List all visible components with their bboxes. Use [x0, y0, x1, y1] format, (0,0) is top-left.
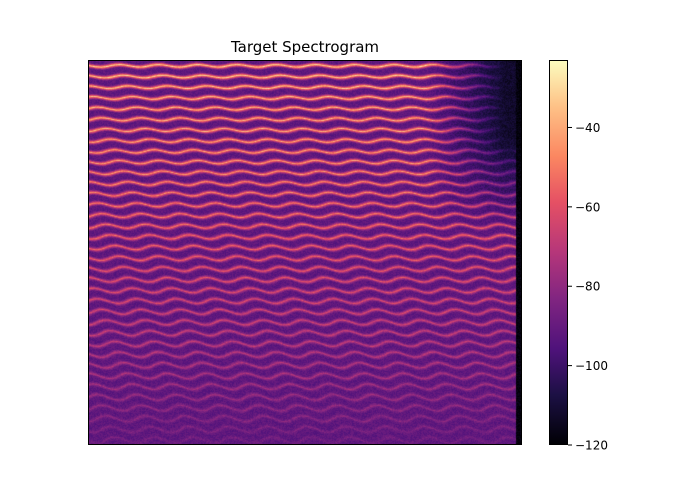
plot-frame: [88, 60, 522, 445]
chart-title: Target Spectrogram: [230, 38, 379, 56]
colorbar-frame: [549, 60, 568, 445]
colorbar-tick-label: −120: [575, 439, 608, 453]
spectrogram-plot-area: [88, 60, 522, 445]
spectrogram-heatmap: [88, 60, 522, 445]
colorbar-tick-label: −80: [575, 280, 600, 294]
colorbar: [549, 60, 568, 445]
colorbar-tick-label: −60: [575, 200, 600, 214]
colorbar-ticks: −40 −60 −80 −100 −120: [568, 121, 608, 453]
colorbar-tick-label: −40: [575, 121, 600, 135]
colorbar-tick-label: −100: [575, 359, 608, 373]
